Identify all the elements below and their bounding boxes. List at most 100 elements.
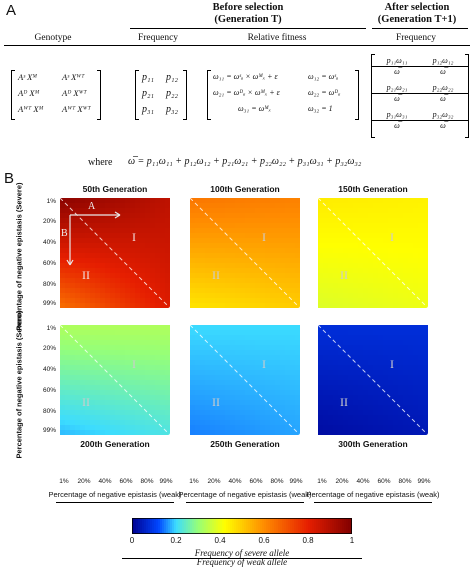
heatmap-cell — [210, 243, 216, 249]
heatmap-cell — [90, 203, 96, 209]
heatmap-cell — [190, 345, 196, 351]
heatmap-cell — [295, 355, 300, 361]
heatmap-cell — [285, 360, 291, 366]
heatmap-cell — [260, 410, 266, 416]
heatmap-cell — [225, 203, 231, 209]
heatmap-cell — [328, 430, 334, 435]
heatmap-cell — [285, 325, 291, 331]
heatmap-cell — [100, 288, 106, 294]
heatmap-cell — [260, 350, 266, 356]
heatmap-cell — [100, 228, 106, 234]
heatmap-cell — [225, 263, 231, 269]
heatmap-cell — [165, 370, 170, 376]
heatmap-cell — [165, 253, 170, 259]
heatmap-cell — [240, 243, 246, 249]
heatmap-cell — [220, 335, 226, 341]
heatmap-cell — [323, 360, 329, 366]
heatmap-cell — [398, 218, 404, 224]
heatmap-cell — [295, 395, 300, 401]
heatmap-cell — [150, 228, 156, 234]
heatmap-cell — [230, 213, 236, 219]
heatmap-cell — [160, 258, 166, 264]
heatmap-cell — [80, 298, 86, 304]
heatmap-cell — [80, 350, 86, 356]
heatmap-cell — [290, 385, 296, 391]
heatmap-cell — [343, 375, 349, 381]
heatmap-cell — [388, 293, 394, 299]
heatmap-cell — [323, 355, 329, 361]
heatmap-cell — [200, 415, 206, 421]
heatmap-cell — [255, 208, 261, 214]
heatmap-cell — [60, 253, 66, 259]
heatmap-cell — [323, 330, 329, 336]
heatmap-cell — [423, 273, 428, 279]
heatmap-cell — [80, 330, 86, 336]
heatmap-cell — [225, 238, 231, 244]
heatmap-cell — [60, 370, 66, 376]
heatmap-cell — [280, 345, 286, 351]
heatmap-cell — [105, 405, 111, 411]
heatmap-cell — [110, 233, 116, 239]
heatmap-cell — [160, 370, 166, 376]
heatmap-cell — [240, 233, 246, 239]
heatmap-cell — [65, 405, 71, 411]
heatmap-cell — [120, 415, 126, 421]
heatmap-cell — [195, 330, 201, 336]
heatmap-cell — [200, 238, 206, 244]
heatmap-cell — [115, 283, 121, 289]
heatmap-cell — [348, 208, 354, 214]
heatmap-cell — [160, 375, 166, 381]
heatmap-cell — [80, 218, 86, 224]
heatmap-cell — [205, 233, 211, 239]
heatmap-cell — [195, 198, 201, 204]
heatmap-cell — [260, 385, 266, 391]
heatmap-cell — [318, 293, 324, 299]
heatmap-cell — [95, 253, 101, 259]
heatmap-cell — [265, 298, 271, 304]
heatmap-cell — [348, 385, 354, 391]
heatmap-cell — [60, 375, 66, 381]
heatmap-cell — [70, 283, 76, 289]
heatmap-cell — [215, 340, 221, 346]
heatmap-cell — [353, 360, 359, 366]
heatmap-cell — [393, 390, 399, 396]
genotype-cell: Aᴰ Xᵂᵀ — [62, 88, 87, 98]
heatmap-cell — [120, 325, 126, 331]
heatmap-cell — [393, 263, 399, 269]
heatmap-cell — [343, 243, 349, 249]
heatmap-cell — [65, 203, 71, 209]
heatmap-cell — [358, 410, 364, 416]
heatmap-cell — [190, 420, 196, 426]
heatmap-cell — [368, 208, 374, 214]
heatmap-cell — [245, 253, 251, 259]
heatmap-cell — [368, 385, 374, 391]
heatmap-cell — [418, 345, 424, 351]
heatmap-cell — [95, 380, 101, 386]
heatmap-cell — [100, 380, 106, 386]
heatmap-cell — [230, 375, 236, 381]
heatmap-cell — [120, 258, 126, 264]
heatmap-cell — [383, 248, 389, 254]
heatmap-cell — [260, 278, 266, 284]
colorbar-segment — [246, 518, 249, 534]
heatmap-cell — [275, 203, 281, 209]
heatmap-cell — [125, 273, 131, 279]
heatmap-cell — [140, 223, 146, 229]
heatmap-cell — [423, 345, 428, 351]
heatmap-cell — [290, 268, 296, 274]
heatmap-cell — [95, 330, 101, 336]
colorbar-segment — [226, 518, 229, 534]
heatmap-cell — [398, 248, 404, 254]
heatmap-cell — [205, 273, 211, 279]
heatmap-cell — [155, 253, 161, 259]
heatmap-cell — [285, 355, 291, 361]
heatmap-cell — [110, 288, 116, 294]
heatmap-cell — [418, 355, 424, 361]
heatmap-cell — [398, 238, 404, 244]
heatmap-cell — [160, 213, 166, 219]
heatmap-cell — [245, 218, 251, 224]
heatmap-cell — [210, 370, 216, 376]
heatmap-cell — [318, 228, 324, 234]
heatmap-cell — [215, 203, 221, 209]
heatmap-cell — [215, 208, 221, 214]
